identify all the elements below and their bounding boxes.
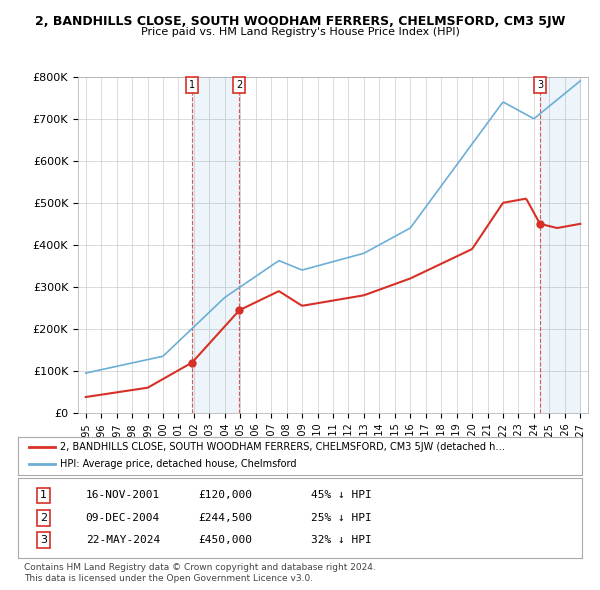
Text: 3: 3 [40, 535, 47, 545]
Text: 2: 2 [236, 80, 242, 90]
Text: £120,000: £120,000 [199, 490, 253, 500]
Text: 3: 3 [537, 80, 543, 90]
Text: Price paid vs. HM Land Registry's House Price Index (HPI): Price paid vs. HM Land Registry's House … [140, 27, 460, 37]
Text: 22-MAY-2024: 22-MAY-2024 [86, 535, 160, 545]
Text: 25% ↓ HPI: 25% ↓ HPI [311, 513, 372, 523]
Text: 45% ↓ HPI: 45% ↓ HPI [311, 490, 372, 500]
Text: 2, BANDHILLS CLOSE, SOUTH WOODHAM FERRERS, CHELMSFORD, CM3 5JW: 2, BANDHILLS CLOSE, SOUTH WOODHAM FERRER… [35, 15, 565, 28]
Text: Contains HM Land Registry data © Crown copyright and database right 2024.
This d: Contains HM Land Registry data © Crown c… [24, 563, 376, 583]
Text: 32% ↓ HPI: 32% ↓ HPI [311, 535, 372, 545]
Text: 16-NOV-2001: 16-NOV-2001 [86, 490, 160, 500]
Text: 2: 2 [40, 513, 47, 523]
Text: £244,500: £244,500 [199, 513, 253, 523]
Text: HPI: Average price, detached house, Chelmsford: HPI: Average price, detached house, Chel… [60, 459, 297, 469]
Text: 09-DEC-2004: 09-DEC-2004 [86, 513, 160, 523]
Text: £450,000: £450,000 [199, 535, 253, 545]
Text: 1: 1 [40, 490, 47, 500]
Bar [540, 77, 580, 413]
Bar [192, 77, 239, 413]
Text: 2, BANDHILLS CLOSE, SOUTH WOODHAM FERRERS, CHELMSFORD, CM3 5JW (detached h…: 2, BANDHILLS CLOSE, SOUTH WOODHAM FERRER… [60, 442, 505, 453]
Text: 1: 1 [189, 80, 195, 90]
